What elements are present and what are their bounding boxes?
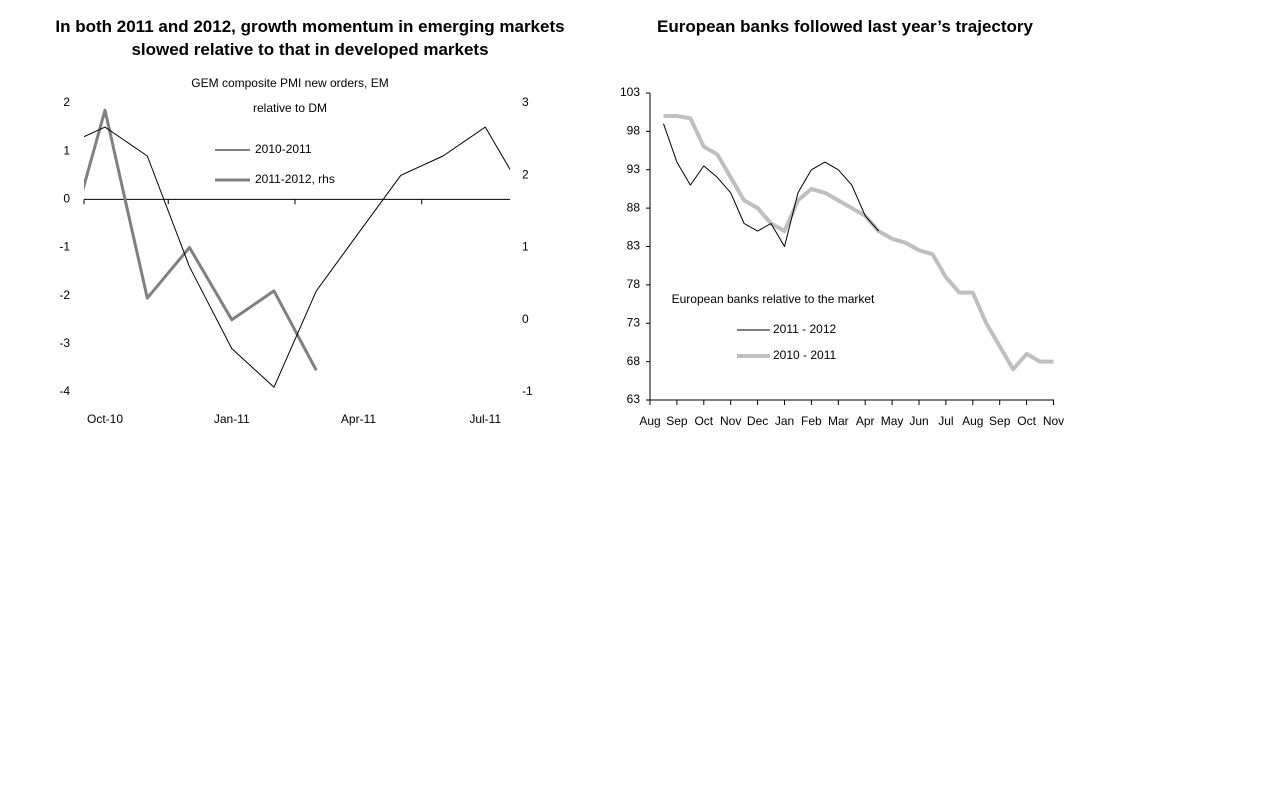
legend-label: 2011-2012, rhs	[255, 172, 335, 186]
annotation: European banks relative to the market	[672, 292, 875, 306]
y-tick-label: 63	[627, 392, 641, 406]
x-tick-label: Apr-11	[341, 412, 376, 426]
x-tick-label: Apr	[856, 414, 875, 428]
x-tick-label: Sep	[989, 414, 1011, 428]
series-line	[663, 123, 879, 247]
x-tick-label: Oct	[1017, 414, 1036, 428]
y-tick-label: 93	[627, 162, 641, 176]
x-tick-label: Oct	[694, 414, 713, 428]
y-tick-label: 0	[63, 192, 70, 206]
x-tick-label: Feb	[801, 414, 822, 428]
y-tick-label: 78	[627, 277, 641, 291]
series-line	[84, 126, 510, 388]
chart-title: In both 2011 and 2012, growth momentum i…	[55, 17, 565, 59]
series-line	[663, 114, 1054, 372]
y-tick-label: 2	[63, 95, 70, 109]
y2-tick-label: 1	[522, 240, 529, 254]
x-tick-label: Sep	[666, 414, 688, 428]
y2-tick-label: -1	[522, 384, 533, 398]
chart-title: European banks followed last year’s traj…	[656, 17, 1034, 36]
y-tick-label: 103	[620, 85, 640, 99]
y2-tick-label: 2	[522, 167, 529, 181]
x-tick-label: Dec	[747, 414, 768, 428]
x-tick-label: Jan-11	[214, 412, 250, 426]
y-tick-label: 83	[627, 239, 641, 253]
y-tick-label: -4	[59, 384, 70, 398]
y-tick-label: 88	[627, 200, 641, 214]
x-tick-label: May	[881, 414, 904, 428]
y-tick-label: -3	[59, 336, 70, 350]
x-tick-label: Aug	[962, 414, 983, 428]
x-tick-label: Jan	[775, 414, 794, 428]
x-tick-label: Jun	[909, 414, 928, 428]
y2-tick-label: 3	[522, 95, 529, 109]
y2-tick-label: 0	[522, 312, 529, 326]
x-tick-label: Jul-11	[469, 412, 501, 426]
annotation: relative to DM	[253, 101, 327, 115]
y-tick-label: 98	[627, 124, 641, 138]
x-tick-label: Mar	[828, 414, 849, 428]
y-tick-label: -1	[59, 240, 70, 254]
legend-label: 2010-2011	[255, 142, 312, 156]
legend-label: 2011 - 2012	[773, 322, 836, 336]
y-tick-label: 1	[63, 143, 70, 157]
x-tick-label: Aug	[639, 414, 660, 428]
y-tick-label: -2	[59, 288, 70, 302]
y-tick-label: 73	[627, 315, 641, 329]
x-tick-label: Jul	[938, 414, 953, 428]
series-line	[84, 108, 318, 372]
annotation: GEM composite PMI new orders, EM	[191, 76, 388, 90]
x-tick-label: Nov	[720, 414, 741, 428]
x-tick-label: Oct-10	[87, 412, 123, 426]
legend-label: 2010 - 2011	[773, 348, 836, 362]
x-tick-label: Nov	[1043, 414, 1064, 428]
y-tick-label: 68	[627, 354, 641, 368]
